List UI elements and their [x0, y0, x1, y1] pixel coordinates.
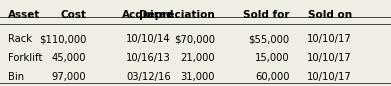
Text: Rack: Rack — [8, 34, 32, 44]
Text: Cost: Cost — [60, 10, 86, 20]
Text: 10/10/17: 10/10/17 — [307, 72, 352, 82]
Text: Sold for: Sold for — [243, 10, 289, 20]
Text: 10/10/17: 10/10/17 — [307, 53, 352, 63]
Text: 31,000: 31,000 — [181, 72, 215, 82]
Text: $70,000: $70,000 — [174, 34, 215, 44]
Text: Asset: Asset — [8, 10, 40, 20]
Text: Depreciation: Depreciation — [139, 10, 215, 20]
Text: $110,000: $110,000 — [39, 34, 86, 44]
Text: Forklift: Forklift — [8, 53, 42, 63]
Text: 10/16/13: 10/16/13 — [126, 53, 171, 63]
Text: 10/10/17: 10/10/17 — [307, 34, 352, 44]
Text: Acquired: Acquired — [122, 10, 175, 20]
Text: 10/10/14: 10/10/14 — [126, 34, 171, 44]
Text: 45,000: 45,000 — [52, 53, 86, 63]
Text: 15,000: 15,000 — [255, 53, 289, 63]
Text: 03/12/16: 03/12/16 — [126, 72, 171, 82]
Text: 60,000: 60,000 — [255, 72, 289, 82]
Text: Sold on: Sold on — [308, 10, 352, 20]
Text: 21,000: 21,000 — [180, 53, 215, 63]
Text: $55,000: $55,000 — [248, 34, 289, 44]
Text: Bin: Bin — [8, 72, 24, 82]
Text: 97,000: 97,000 — [51, 72, 86, 82]
